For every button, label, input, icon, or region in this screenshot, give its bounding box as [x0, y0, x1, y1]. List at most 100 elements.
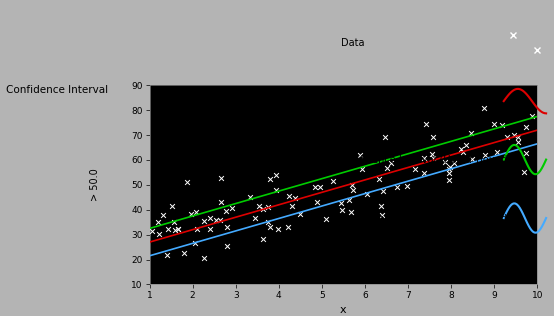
Point — [428, 151, 437, 156]
Point — [316, 184, 325, 189]
Point — [381, 134, 389, 139]
Point — [216, 217, 224, 222]
Point — [450, 160, 459, 165]
Point — [206, 227, 214, 232]
Point — [153, 219, 162, 224]
Point — [422, 122, 430, 127]
Point — [445, 178, 454, 183]
Point — [190, 241, 199, 246]
Point — [183, 179, 192, 185]
Point — [492, 149, 501, 155]
Point — [287, 203, 296, 208]
Point — [179, 251, 188, 256]
Point — [456, 146, 465, 151]
Point — [250, 216, 259, 221]
Point — [211, 217, 220, 222]
Point — [387, 160, 396, 165]
Point — [429, 156, 438, 161]
Point — [420, 170, 429, 175]
Point — [411, 167, 419, 172]
Point — [245, 195, 254, 200]
Text: Linear fit: Linear fit — [341, 96, 384, 106]
Point — [419, 155, 428, 161]
Point — [348, 183, 357, 188]
Point — [440, 159, 449, 164]
Point — [461, 142, 470, 147]
Point — [296, 212, 305, 217]
Point — [356, 153, 365, 158]
Point — [329, 179, 337, 184]
Point — [322, 217, 331, 222]
Point — [480, 106, 489, 111]
Point — [337, 201, 346, 206]
Point — [254, 204, 263, 209]
Text: Confidence Interval (Lower Bound): Confidence Interval (Lower Bound) — [341, 213, 510, 223]
Point — [378, 188, 387, 193]
Point — [312, 199, 321, 204]
Point — [171, 227, 179, 232]
Point — [528, 113, 537, 118]
Point — [163, 253, 172, 258]
Point — [446, 164, 455, 169]
Point — [357, 167, 366, 172]
Point — [347, 209, 356, 214]
Text: Confidence Interval (Upper Bound): Confidence Interval (Upper Bound) — [341, 155, 511, 165]
Point — [402, 184, 411, 189]
Point — [444, 171, 453, 176]
Point — [348, 187, 357, 192]
Point — [514, 139, 523, 144]
Point — [168, 204, 177, 209]
Text: Data: Data — [341, 38, 364, 48]
Point — [284, 224, 293, 229]
Point — [158, 213, 167, 218]
Point — [377, 212, 386, 217]
Point — [498, 123, 507, 128]
Point — [466, 131, 475, 136]
Point — [284, 194, 293, 199]
Point — [502, 135, 511, 140]
Point — [382, 165, 391, 170]
Point — [377, 204, 386, 209]
Point — [271, 172, 280, 177]
Point — [266, 177, 275, 182]
Point — [228, 206, 237, 211]
Point — [520, 170, 529, 175]
Point — [428, 135, 437, 140]
Point — [222, 244, 231, 249]
Point — [274, 226, 283, 231]
Point — [192, 210, 201, 215]
Point — [221, 208, 230, 213]
Point — [513, 135, 522, 140]
Point — [481, 153, 490, 158]
Point — [217, 175, 225, 180]
Point — [489, 121, 498, 126]
Point — [290, 196, 299, 201]
Point — [163, 226, 172, 231]
Point — [459, 149, 468, 155]
Point — [311, 185, 320, 190]
Point — [510, 132, 519, 137]
Point — [263, 204, 272, 209]
Point — [258, 236, 267, 241]
Point — [345, 198, 353, 203]
Point — [337, 207, 346, 212]
Point — [521, 125, 530, 130]
Point — [392, 185, 401, 190]
Point — [187, 211, 196, 216]
Text: > 50.0: > 50.0 — [90, 168, 100, 201]
Point — [266, 224, 275, 229]
Point — [147, 228, 156, 234]
Text: Confidence Interval: Confidence Interval — [6, 85, 107, 95]
Point — [174, 226, 183, 231]
Point — [223, 224, 232, 229]
Point — [216, 200, 225, 205]
Point — [375, 176, 384, 181]
Point — [444, 167, 453, 172]
Point — [200, 256, 209, 261]
Point — [263, 220, 272, 225]
Point — [174, 227, 183, 232]
Point — [199, 219, 208, 224]
Point — [521, 151, 530, 156]
Point — [468, 157, 477, 162]
Point — [271, 187, 280, 192]
